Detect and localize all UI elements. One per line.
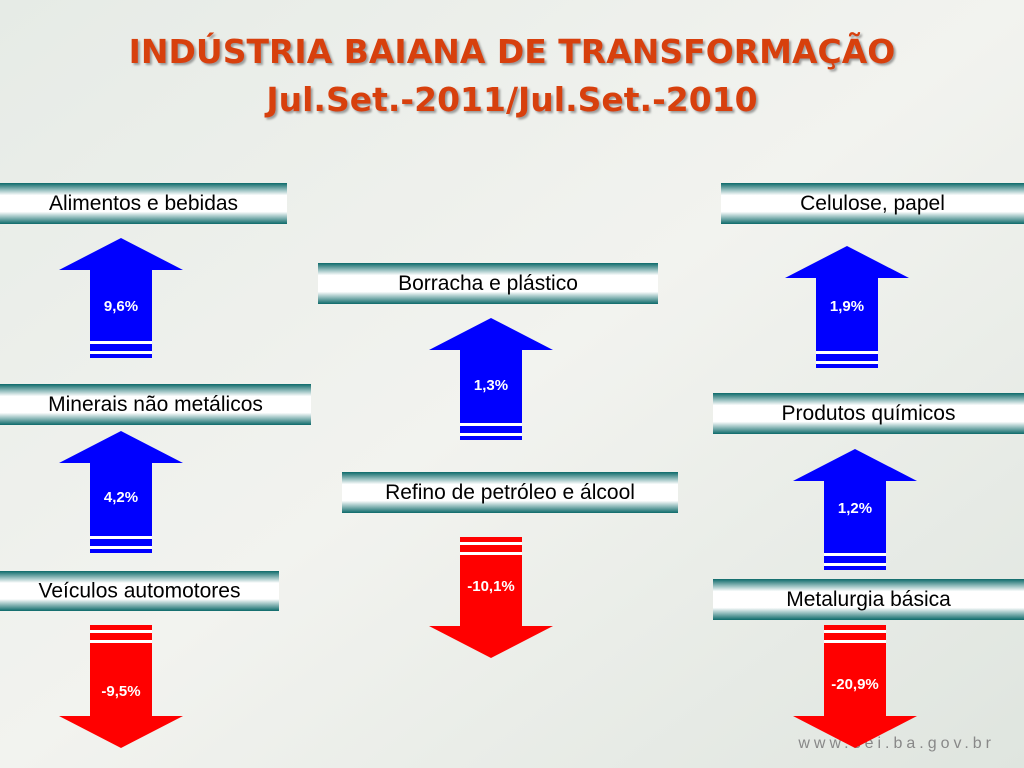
sector-label: Veículos automotores <box>39 580 241 603</box>
arrow <box>59 238 183 358</box>
arrow-stripe <box>90 630 152 633</box>
sector-label: Refino de petróleo e álcool <box>385 481 635 504</box>
arrow-stripe <box>90 351 152 354</box>
arrow-stripe <box>90 536 152 539</box>
arrow-stripe <box>824 630 886 633</box>
arrow-stripe <box>824 563 886 566</box>
value-label: 4,2% <box>104 489 138 506</box>
value-label: 1,3% <box>474 377 508 394</box>
arrow <box>793 449 917 570</box>
value-label: -10,1% <box>467 578 515 595</box>
sector-label: Minerais não metálicos <box>48 393 263 416</box>
label-box <box>318 263 658 304</box>
label-box <box>713 393 1024 434</box>
arrow-stripe <box>824 640 886 643</box>
arrow <box>793 625 917 748</box>
value-label: 1,2% <box>838 500 872 517</box>
value-label: 1,9% <box>830 298 864 315</box>
arrow-stripe <box>90 640 152 643</box>
arrow <box>785 246 909 368</box>
arrow-stripe <box>816 351 878 354</box>
subtitle: Jul.Set.-2011/Jul.Set.-2010 <box>264 80 757 119</box>
label-box <box>713 579 1024 620</box>
sector-label: Borracha e plástico <box>398 272 578 295</box>
label-box <box>0 571 279 611</box>
footer: www.sei.ba.gov.br <box>797 735 995 752</box>
label-box <box>342 472 678 513</box>
arrow <box>59 431 183 553</box>
sector-label: Alimentos e bebidas <box>49 192 238 215</box>
arrow <box>59 625 183 748</box>
title: INDÚSTRIA BAIANA DE TRANSFORMAÇÃO <box>129 31 896 71</box>
sector-label: Produtos químicos <box>782 402 956 425</box>
arrow-stripe <box>460 433 522 436</box>
arrow <box>429 318 553 440</box>
value-label: -20,9% <box>831 676 879 693</box>
arrow-stripe <box>460 552 522 555</box>
label-box <box>0 183 287 224</box>
arrow-stripe <box>90 341 152 344</box>
arrow <box>429 537 553 658</box>
arrow-stripe <box>460 423 522 426</box>
value-label: -9,5% <box>101 683 140 700</box>
arrow-stripe <box>460 542 522 545</box>
arrow-stripe <box>824 553 886 556</box>
label-box <box>0 384 311 425</box>
arrow-stripe <box>816 361 878 364</box>
value-label: 9,6% <box>104 298 138 315</box>
label-box <box>721 183 1024 224</box>
sector-label: Celulose, papel <box>800 192 945 215</box>
arrow-stripe <box>90 546 152 549</box>
sector-label: Metalurgia básica <box>786 588 951 611</box>
